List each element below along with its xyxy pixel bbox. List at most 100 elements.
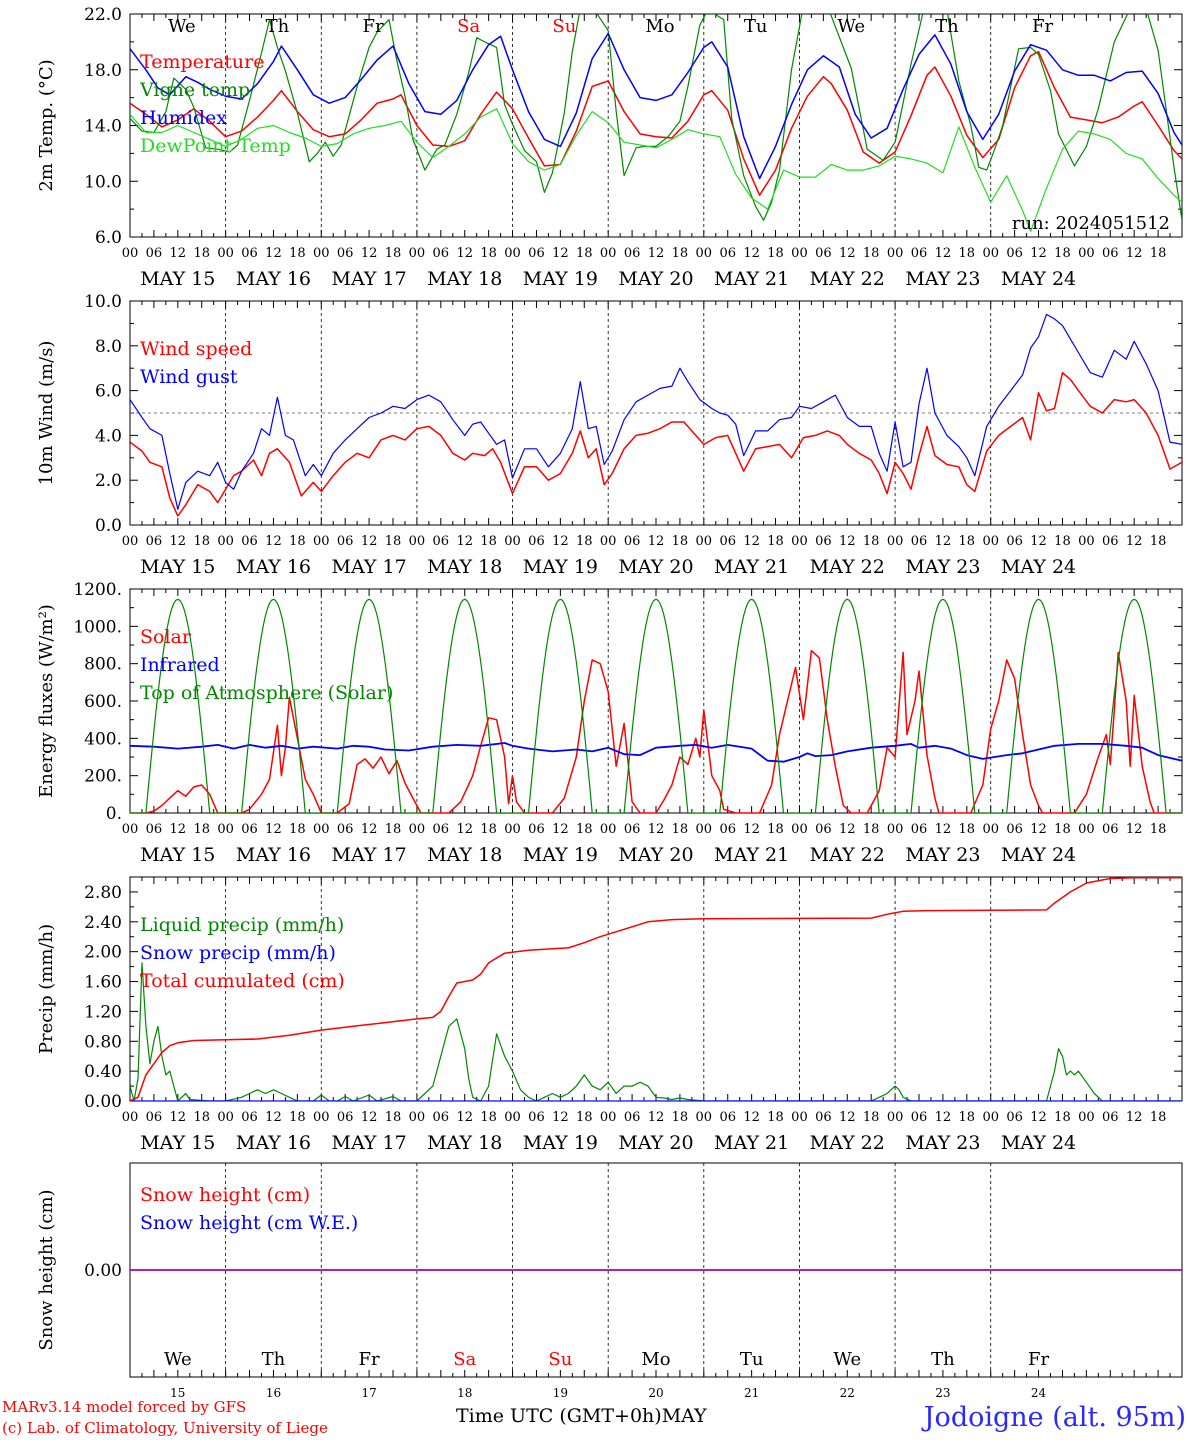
hour-tick-label: 18: [672, 534, 689, 549]
hour-tick-label: 00: [313, 822, 330, 837]
hour-tick-label: 12: [648, 1110, 665, 1125]
y-tick-label: 14.0: [84, 117, 122, 137]
hour-tick-label: 06: [528, 822, 545, 837]
day-label: MAY 23: [905, 556, 980, 578]
weekday-label: Fr: [1032, 16, 1053, 37]
hour-tick-label: 00: [409, 822, 426, 837]
hour-tick-label: 12: [743, 534, 760, 549]
panel-4: 0.00 0.40 0.80 1.20 1.60 2.00 2.40 2.80 Precip (…: [36, 876, 1183, 1154]
panel-2: 0.0 2.0 4.0 6.0 8.0 10.0 10m Wind (m/s) Wind sp…: [36, 292, 1183, 578]
y-tick-label: 2.80: [84, 883, 122, 903]
hour-tick-label: 00: [982, 246, 999, 261]
hour-tick-label: 06: [1006, 246, 1023, 261]
hour-tick-label: 12: [743, 1110, 760, 1125]
series-line-humidex: [130, 32, 1182, 180]
hour-tick-label: 06: [1006, 534, 1023, 549]
hour-tick-label: 18: [959, 246, 976, 261]
day-label: MAY 21: [714, 844, 789, 866]
hour-tick-label: 12: [265, 1110, 282, 1125]
hour-tick-label: 12: [839, 534, 856, 549]
hour-tick-label: 06: [719, 1110, 736, 1125]
plot-frame: [129, 13, 1183, 238]
hour-tick-label: 06: [337, 246, 354, 261]
weekday-label: We: [833, 1349, 861, 1370]
hour-tick-label: 18: [863, 1110, 880, 1125]
hour-tick-label: 06: [241, 1110, 258, 1125]
hour-tick-label: 06: [1006, 1110, 1023, 1125]
hour-tick-label: 18: [1054, 1110, 1071, 1125]
day-label: MAY 24: [1001, 844, 1076, 866]
y-tick-label: 8.0: [95, 337, 122, 357]
hour-tick-label: 06: [911, 1110, 928, 1125]
hour-tick-label: 06: [146, 534, 163, 549]
legend-entry: Humidex: [140, 107, 227, 129]
hour-tick-label: 12: [265, 246, 282, 261]
weekday-label: Th: [931, 1349, 955, 1370]
hour-tick-label: 06: [719, 246, 736, 261]
day-label: MAY 22: [810, 1132, 885, 1154]
hour-tick-label: 12: [935, 822, 952, 837]
hour-tick-label: 18: [385, 822, 402, 837]
day-number-label: 20: [648, 1386, 663, 1400]
hour-tick-label: 00: [122, 1110, 139, 1125]
hour-tick-label: 00: [600, 246, 617, 261]
day-label: MAY 18: [427, 844, 502, 866]
hour-tick-label: 06: [815, 822, 832, 837]
day-number-label: 16: [266, 1386, 281, 1400]
hour-tick-label: 00: [791, 1110, 808, 1125]
hour-tick-label: 06: [146, 246, 163, 261]
day-label: MAY 21: [714, 1132, 789, 1154]
hour-tick-label: 06: [433, 822, 450, 837]
hour-tick-label: 12: [1126, 246, 1143, 261]
weekday-label: We: [164, 1349, 192, 1370]
hour-tick-label: 12: [1126, 534, 1143, 549]
hour-tick-label: 06: [624, 534, 641, 549]
weekday-label: We: [168, 16, 196, 37]
hour-tick-label: 06: [1102, 246, 1119, 261]
hour-tick-label: 18: [863, 822, 880, 837]
hour-tick-label: 00: [887, 534, 904, 549]
hour-tick-label: 00: [504, 822, 521, 837]
y-tick-label: 200.: [84, 767, 122, 787]
y-tick-label: 6.0: [95, 382, 122, 402]
hour-tick-label: 18: [576, 822, 593, 837]
hour-tick-label: 00: [1078, 1110, 1095, 1125]
panel-5: 0.00 Snow height (cm) Snow height (cm) Snow…: [36, 1162, 1183, 1400]
day-label: MAY 16: [236, 268, 311, 290]
series-line-vigne-temp: [130, 14, 1182, 221]
hour-tick-label: 00: [696, 246, 713, 261]
y-tick-label: 0.80: [84, 1032, 122, 1052]
hour-tick-label: 06: [528, 246, 545, 261]
weekday-label: Th: [935, 16, 959, 37]
day-label: MAY 15: [140, 844, 215, 866]
y-tick-label: 1.60: [84, 973, 122, 993]
day-label: MAY 21: [714, 268, 789, 290]
hour-tick-label: 18: [289, 246, 306, 261]
day-label: MAY 23: [905, 268, 980, 290]
hour-tick-label: 12: [1030, 1110, 1047, 1125]
hour-tick-label: 18: [767, 246, 784, 261]
series-group: [130, 313, 1182, 517]
hour-tick-label: 00: [982, 1110, 999, 1125]
y-tick-label: 10.0: [84, 292, 122, 312]
day-label: MAY 22: [810, 268, 885, 290]
y-tick-label: 18.0: [84, 61, 122, 81]
hour-tick-label: 06: [241, 246, 258, 261]
hour-tick-label: 06: [146, 1110, 163, 1125]
hour-tick-label: 12: [361, 534, 378, 549]
hour-tick-label: 12: [552, 534, 569, 549]
weekday-label: Su: [548, 1349, 572, 1370]
weekday-label: Tu: [744, 16, 768, 37]
hour-tick-label: 18: [767, 822, 784, 837]
day-label: MAY 16: [236, 1132, 311, 1154]
hour-tick-label: 12: [839, 1110, 856, 1125]
hour-tick-label: 18: [193, 246, 210, 261]
series-line-wind-speed: [130, 371, 1182, 517]
legend-entry: Wind gust: [140, 366, 238, 388]
weekday-label: Mo: [645, 16, 674, 37]
day-label: MAY 23: [905, 844, 980, 866]
hour-tick-label: 06: [433, 1110, 450, 1125]
legend-entry: Temperature: [140, 51, 264, 73]
hour-tick-label: 00: [696, 534, 713, 549]
hour-tick-label: 18: [959, 822, 976, 837]
